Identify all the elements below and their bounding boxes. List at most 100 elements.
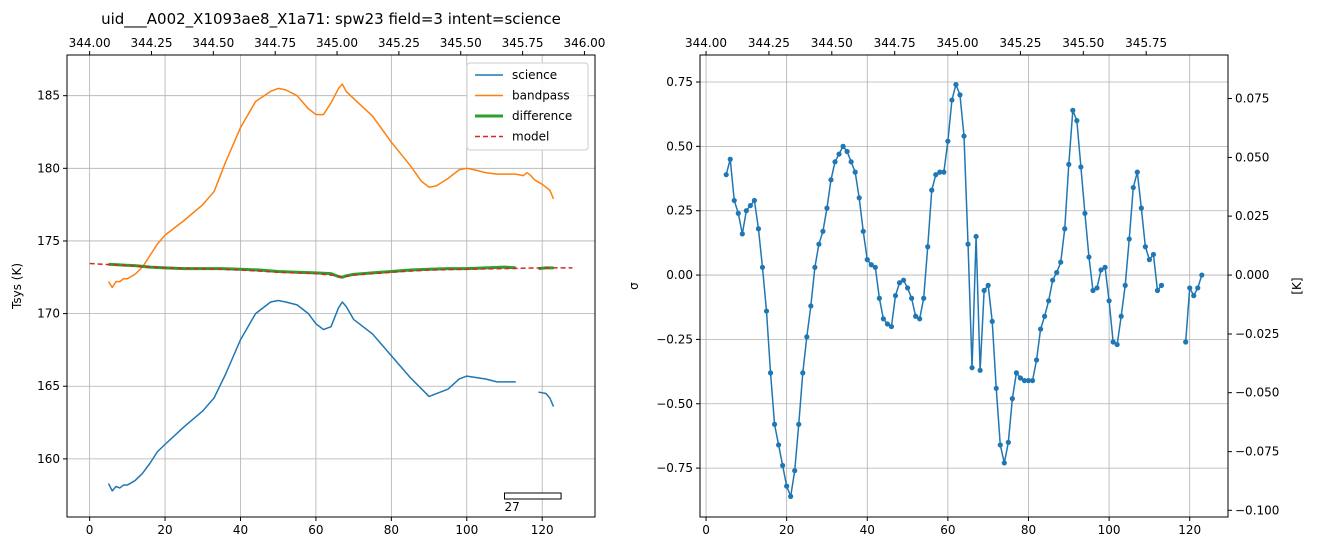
- data-point: [997, 442, 1003, 448]
- data-point: [1195, 285, 1201, 291]
- data-point: [1134, 169, 1140, 175]
- x-tick-label: 20: [157, 523, 172, 537]
- data-point: [1062, 226, 1068, 232]
- data-point: [864, 257, 870, 263]
- data-point: [852, 169, 858, 175]
- data-point: [921, 295, 927, 301]
- data-point: [1114, 341, 1120, 348]
- right-tick-label: −0.075: [1235, 445, 1279, 459]
- data-point: [1058, 259, 1064, 265]
- data-point: [985, 282, 991, 288]
- data-point: [977, 367, 983, 373]
- top-tick-label: 344.25: [130, 36, 172, 50]
- data-point: [828, 177, 834, 183]
- right-tick-label: 0.000: [1235, 268, 1269, 282]
- data-point: [820, 228, 826, 234]
- data-point: [1017, 375, 1024, 381]
- data-point: [1142, 244, 1148, 250]
- data-point: [723, 172, 729, 178]
- data-point: [1183, 339, 1189, 345]
- legend-label-difference: difference: [512, 109, 572, 123]
- y-tick-label: 0.75: [666, 75, 693, 89]
- data-point: [840, 143, 846, 149]
- data-point: [1037, 326, 1044, 332]
- data-point: [1090, 287, 1096, 294]
- top-tick-label: 346.00: [563, 36, 605, 50]
- data-point: [836, 151, 842, 157]
- axes-frame: [699, 54, 1229, 518]
- data-point: [1050, 277, 1056, 283]
- data-point: [856, 195, 862, 201]
- data-point: [1150, 251, 1157, 258]
- legend: science bandpass difference model: [466, 62, 589, 151]
- y-tick-label: 0.25: [666, 204, 693, 218]
- data-point: [929, 187, 935, 193]
- scale-bar-label: 27: [504, 500, 519, 514]
- plot-area: [89, 83, 573, 492]
- data-point: [925, 244, 931, 250]
- data-point: [816, 241, 822, 247]
- data-point: [775, 442, 782, 448]
- data-point: [957, 92, 963, 98]
- y-tick-label: 0.00: [666, 268, 693, 282]
- x-tick-label: 0: [702, 523, 710, 537]
- top-tick-label: 344.50: [192, 36, 234, 50]
- data-point: [989, 318, 995, 324]
- data-point: [824, 205, 830, 211]
- data-point: [755, 226, 762, 232]
- y-tick-label: 170: [37, 307, 60, 321]
- data-point: [969, 365, 975, 371]
- data-point: [933, 172, 939, 178]
- right-tick-label: 0.050: [1235, 150, 1269, 164]
- data-point: [1046, 298, 1052, 304]
- data-point: [1005, 439, 1011, 445]
- data-point: [1191, 293, 1197, 299]
- data-point: [949, 97, 955, 103]
- data-point: [788, 493, 794, 500]
- top-tick-label: 345.50: [1062, 36, 1104, 50]
- data-point: [1033, 357, 1040, 363]
- right-tick-label: 0.025: [1235, 209, 1269, 223]
- data-point: [917, 316, 923, 322]
- right-tick-label: −0.050: [1235, 386, 1279, 400]
- y-tick-label: −0.50: [656, 397, 693, 411]
- top-tick-label: 345.00: [937, 36, 979, 50]
- data-point: [780, 462, 786, 469]
- data-point: [981, 287, 987, 294]
- x-tick-label: 20: [779, 523, 794, 537]
- data-point: [1158, 282, 1165, 288]
- data-point: [993, 385, 999, 391]
- x-tick-label: 40: [860, 523, 875, 537]
- data-point: [892, 293, 899, 299]
- data-point: [888, 323, 895, 330]
- data-point: [731, 197, 737, 204]
- plot-area: [723, 81, 1205, 500]
- data-point: [1126, 236, 1132, 242]
- x-tick-label: 120: [1178, 523, 1201, 537]
- y-tick-label: 0.50: [666, 139, 693, 153]
- data-point: [735, 210, 741, 216]
- data-point: [1042, 313, 1048, 319]
- data-point: [953, 81, 959, 88]
- x-tick-label: 120: [531, 523, 554, 537]
- scale-bar: [503, 492, 562, 500]
- series-line-bandpass: [107, 83, 555, 289]
- series-line-science: [107, 299, 516, 492]
- x-tick-label: 80: [1021, 523, 1036, 537]
- y-tick-label: −0.25: [656, 332, 693, 346]
- y-tick-label: 165: [37, 379, 60, 393]
- data-point: [1074, 118, 1080, 124]
- data-point: [1078, 164, 1084, 170]
- top-tick-label: 344.00: [69, 36, 111, 50]
- data-point: [880, 316, 886, 322]
- data-point: [1138, 205, 1144, 211]
- legend-label-model: model: [512, 130, 549, 144]
- series-line-science: [538, 391, 555, 407]
- data-point: [743, 208, 749, 214]
- data-point: [1102, 264, 1108, 270]
- data-point: [759, 264, 766, 270]
- data-point: [848, 159, 854, 165]
- x-tick-label: 100: [1098, 523, 1121, 537]
- data-point: [1066, 161, 1072, 167]
- right-tick-label: −0.100: [1235, 503, 1279, 517]
